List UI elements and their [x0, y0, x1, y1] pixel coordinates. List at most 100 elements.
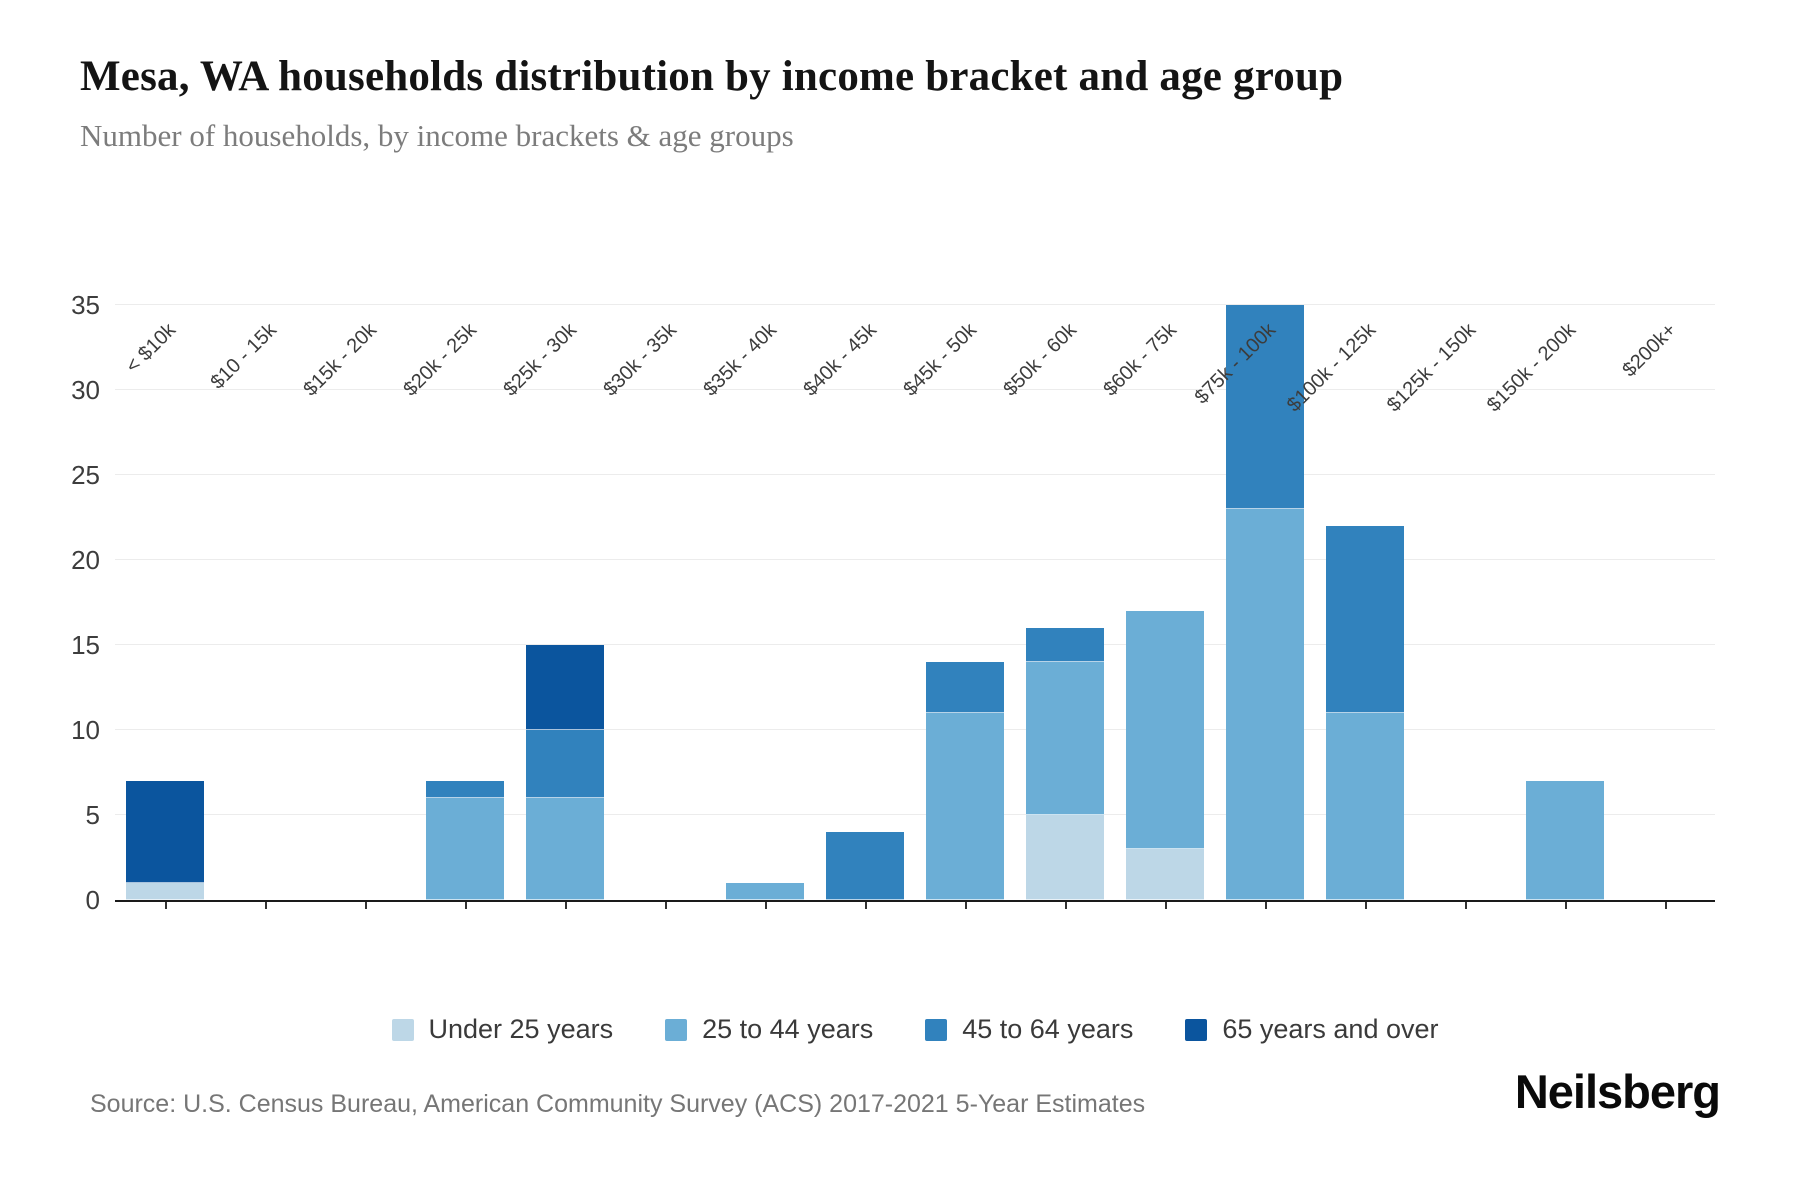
legend-swatch-icon: [925, 1018, 948, 1041]
category-5: $25k - 30k: [499, 305, 615, 909]
bar-segment: [1126, 849, 1204, 900]
category-15: $150k - 200k: [1483, 305, 1615, 909]
bar-segment: [1226, 509, 1304, 900]
gridline-25: [115, 474, 1715, 475]
bar-stack: [1226, 305, 1304, 900]
y-tick-label: 0: [85, 885, 100, 915]
category-6: $30k - 35k: [599, 305, 715, 909]
y-tick-label: 30: [71, 375, 100, 405]
gridline-20: [115, 559, 1715, 560]
legend-item: 25 to 44 years: [665, 1014, 873, 1045]
category-4: $20k - 25k: [399, 305, 515, 909]
bar-segment: [1026, 628, 1104, 662]
x-tick: [365, 902, 367, 909]
x-tick: [965, 902, 967, 909]
bar-stack: [726, 883, 804, 900]
bar-segment: [1026, 815, 1104, 900]
bar-segment: [826, 832, 904, 900]
category-10: $50k - 60k: [999, 305, 1115, 909]
legend: Under 25 years 25 to 44 years 45 to 64 yea…: [115, 1014, 1715, 1045]
category-16: $200k+: [1615, 305, 1715, 909]
bar-stack: [426, 781, 504, 900]
y-axis-labels: 0 5 10 15 20 25 30 35: [0, 292, 100, 913]
legend-swatch-icon: [1185, 1018, 1208, 1041]
bar-stack: [926, 662, 1004, 900]
bar-segment: [1226, 305, 1304, 509]
gridline-15: [115, 644, 1715, 645]
legend-label: 25 to 44 years: [702, 1014, 874, 1044]
bar-cells: < $10k $10 - 15k $15k - 20k $20k - 25k $25k …: [115, 305, 1715, 909]
x-tick: [865, 902, 867, 909]
gridline-30: [115, 389, 1715, 390]
x-tick: [1065, 902, 1067, 909]
bar-segment: [526, 730, 604, 798]
category-13: $100k - 125k: [1283, 305, 1415, 909]
chart-subtitle: Number of households, by income brackets…: [80, 118, 794, 153]
plot-area: < $10k $10 - 15k $15k - 20k $20k - 25k $25k …: [115, 304, 1715, 909]
x-tick: [1165, 902, 1167, 909]
bar-stack: [126, 781, 204, 900]
bar-segment: [426, 781, 504, 798]
category-9: $45k - 50k: [899, 305, 1015, 909]
gridline-5: [115, 814, 1715, 815]
gridline-35: [115, 304, 1715, 305]
bar-stack: [1126, 611, 1204, 900]
legend-swatch-icon: [391, 1018, 414, 1041]
legend-label: 45 to 64 years: [962, 1014, 1134, 1044]
legend-label: 65 years and over: [1222, 1014, 1439, 1044]
bar-segment: [1326, 526, 1404, 713]
y-tick-label: 5: [85, 800, 100, 830]
bar-segment: [1126, 611, 1204, 849]
x-tick: [665, 902, 667, 909]
legend-item: 65 years and over: [1185, 1014, 1439, 1045]
x-tick-label: < $10k: [122, 319, 181, 378]
chart-title: Mesa, WA households distribution by inco…: [80, 53, 1344, 100]
y-tick-label: 20: [71, 545, 100, 575]
bar-segment: [526, 645, 604, 730]
gridline-10: [115, 729, 1715, 730]
legend-swatch-icon: [665, 1018, 688, 1041]
bar-stack: [826, 832, 904, 900]
bar-stack: [1526, 781, 1604, 900]
bar-segment: [926, 713, 1004, 900]
category-8: $40k - 45k: [799, 305, 915, 909]
legend-label: Under 25 years: [428, 1014, 614, 1044]
x-tick: [1665, 902, 1667, 909]
bar-stack: [526, 645, 604, 900]
bar-stack: [1026, 628, 1104, 900]
neilsberg-logo: Neilsberg: [1514, 1065, 1721, 1118]
category-7: $35k - 40k: [699, 305, 815, 909]
x-tick: [1465, 902, 1467, 909]
y-tick-label: 35: [71, 290, 100, 320]
x-tick: [765, 902, 767, 909]
legend-item: Under 25 years: [391, 1014, 614, 1045]
category-3: $15k - 20k: [299, 305, 415, 909]
category-12: $75k - 100k: [1191, 305, 1315, 909]
x-tick-label: $10 - 15k: [206, 319, 281, 394]
x-tick: [1565, 902, 1567, 909]
x-tick: [565, 902, 567, 909]
x-tick: [1265, 902, 1267, 909]
x-tick: [1365, 902, 1367, 909]
bar-segment: [1326, 713, 1404, 900]
bar-segment: [926, 662, 1004, 713]
bar-segment: [1026, 662, 1104, 815]
x-tick: [265, 902, 267, 909]
bar-segment: [726, 883, 804, 900]
bar-segment: [126, 883, 204, 900]
source-text: Source: U.S. Census Bureau, American Com…: [90, 1090, 1146, 1118]
category-14: $125k - 150k: [1383, 305, 1515, 909]
bar-segment: [126, 781, 204, 883]
bar-stack: [1326, 526, 1404, 900]
y-tick-label: 25: [71, 460, 100, 490]
y-tick-label: 15: [71, 630, 100, 660]
x-tick: [465, 902, 467, 909]
category-11: $60k - 75k: [1099, 305, 1215, 909]
bar-segment: [526, 798, 604, 900]
bar-segment: [1526, 781, 1604, 900]
category-1: < $10k: [115, 305, 215, 909]
y-tick-label: 10: [71, 715, 100, 745]
x-tick: [165, 902, 167, 909]
legend-item: 45 to 64 years: [925, 1014, 1133, 1045]
bar-segment: [426, 798, 504, 900]
